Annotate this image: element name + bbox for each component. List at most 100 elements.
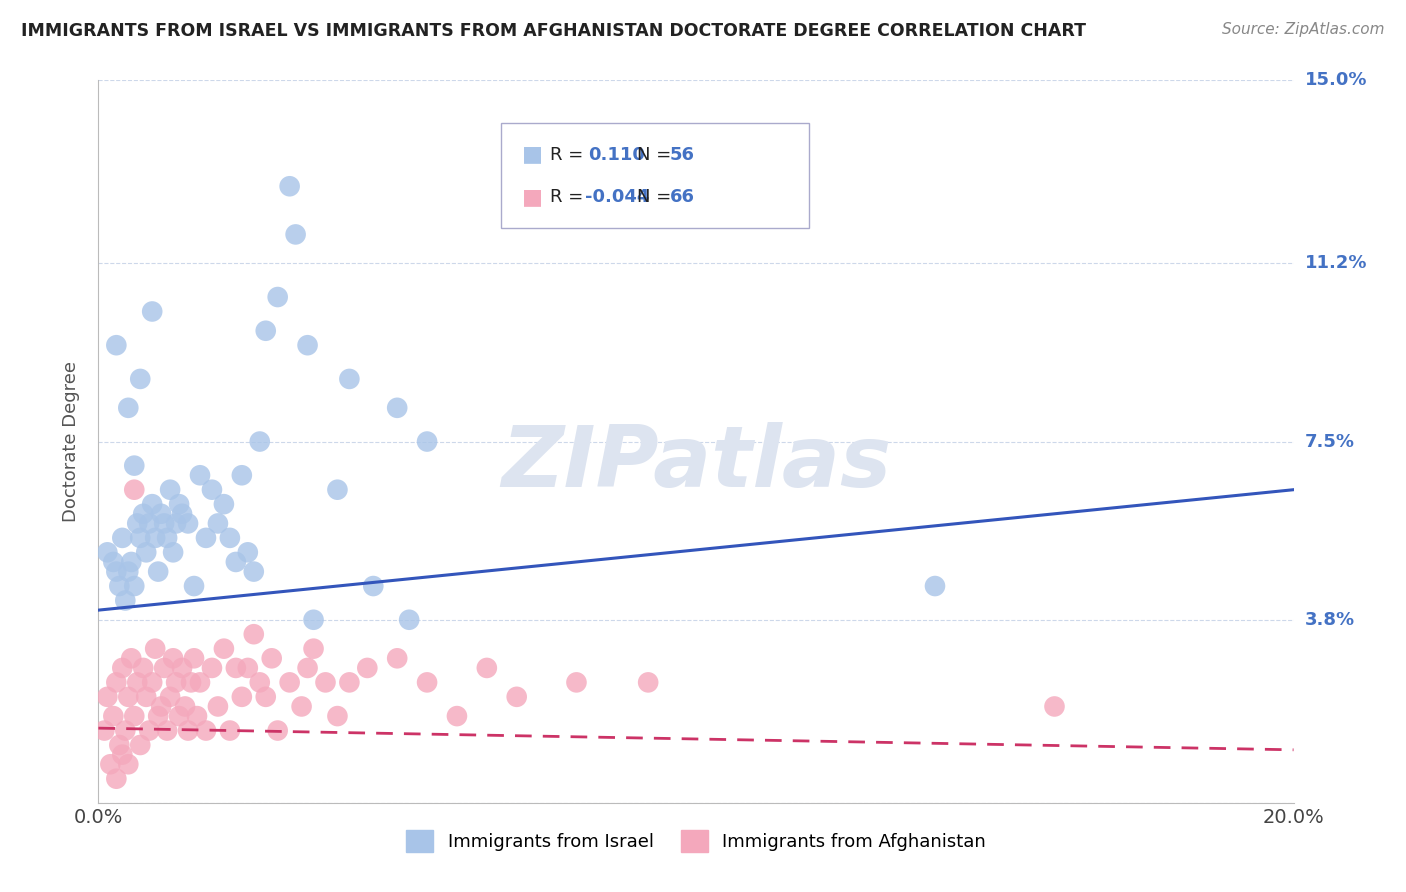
Point <box>260 651 283 665</box>
Point <box>105 772 128 786</box>
Point <box>315 675 337 690</box>
Point <box>156 723 179 738</box>
Point <box>165 516 187 531</box>
Point <box>105 338 128 352</box>
Point <box>141 675 163 690</box>
Point <box>225 555 247 569</box>
Point <box>129 738 152 752</box>
Point <box>243 627 266 641</box>
Point <box>111 661 134 675</box>
Point <box>254 324 277 338</box>
Text: -0.044: -0.044 <box>585 188 650 206</box>
Point <box>326 709 349 723</box>
Point <box>339 675 361 690</box>
Point <box>254 690 277 704</box>
Point <box>162 545 184 559</box>
Point <box>565 675 588 690</box>
Text: N =: N = <box>637 145 678 163</box>
Text: 0.110: 0.110 <box>588 145 645 163</box>
Point <box>105 675 128 690</box>
Text: Source: ZipAtlas.com: Source: ZipAtlas.com <box>1222 22 1385 37</box>
Point <box>141 497 163 511</box>
Point <box>201 661 224 675</box>
Point <box>302 641 325 656</box>
Point <box>188 675 211 690</box>
Point <box>98 757 122 772</box>
Point <box>219 531 242 545</box>
Text: ZIPatlas: ZIPatlas <box>501 422 891 505</box>
Point <box>267 723 290 738</box>
Text: R =: R = <box>550 145 589 163</box>
Point <box>103 555 125 569</box>
Point <box>188 468 211 483</box>
Text: 15.0%: 15.0% <box>1305 71 1367 89</box>
Text: ■: ■ <box>522 187 543 207</box>
Point <box>143 641 166 656</box>
Point <box>153 516 176 531</box>
Point <box>326 483 349 497</box>
Text: 3.8%: 3.8% <box>1305 611 1355 629</box>
Point <box>114 723 136 738</box>
Point <box>150 699 173 714</box>
Point <box>231 690 253 704</box>
Point <box>297 338 319 352</box>
Point <box>153 661 176 675</box>
Point <box>129 372 152 386</box>
Point <box>1043 699 1066 714</box>
Point <box>201 483 224 497</box>
Point <box>231 468 253 483</box>
Point <box>105 565 128 579</box>
Point <box>124 709 146 723</box>
Point <box>278 675 301 690</box>
Point <box>385 401 409 415</box>
Point <box>124 458 146 473</box>
Point <box>148 709 170 723</box>
Point <box>159 690 181 704</box>
Point <box>924 579 946 593</box>
Point <box>356 661 378 675</box>
Point <box>398 613 420 627</box>
Point <box>249 675 271 690</box>
Point <box>172 661 194 675</box>
Point <box>177 723 200 738</box>
Point <box>138 723 160 738</box>
Text: 66: 66 <box>669 188 695 206</box>
Text: IMMIGRANTS FROM ISRAEL VS IMMIGRANTS FROM AFGHANISTAN DOCTORATE DEGREE CORRELATI: IMMIGRANTS FROM ISRAEL VS IMMIGRANTS FRO… <box>21 22 1085 40</box>
Point <box>297 661 319 675</box>
Point <box>127 516 149 531</box>
Point <box>183 579 205 593</box>
Point <box>207 516 229 531</box>
Point <box>186 709 208 723</box>
Point <box>195 723 218 738</box>
Point <box>117 690 139 704</box>
Point <box>93 723 115 738</box>
Point <box>385 651 409 665</box>
Point <box>637 675 659 690</box>
Point <box>284 227 307 242</box>
Point <box>363 579 385 593</box>
Point <box>135 545 157 559</box>
Point <box>143 531 166 545</box>
Point <box>167 709 190 723</box>
Point <box>475 661 498 675</box>
Point <box>108 738 131 752</box>
Point <box>267 290 290 304</box>
Point <box>162 651 184 665</box>
Point <box>167 497 190 511</box>
Text: N =: N = <box>637 188 678 206</box>
Point <box>212 641 235 656</box>
Point <box>177 516 200 531</box>
Point <box>249 434 271 449</box>
Point <box>207 699 229 714</box>
Point <box>302 613 325 627</box>
Point <box>124 483 146 497</box>
Point <box>416 675 439 690</box>
Legend: Immigrants from Israel, Immigrants from Afghanistan: Immigrants from Israel, Immigrants from … <box>399 822 993 859</box>
Text: R =: R = <box>550 188 589 206</box>
Point <box>225 661 247 675</box>
Point <box>132 661 155 675</box>
Point <box>129 531 152 545</box>
Point <box>212 497 235 511</box>
Point <box>278 179 301 194</box>
Point <box>96 690 118 704</box>
